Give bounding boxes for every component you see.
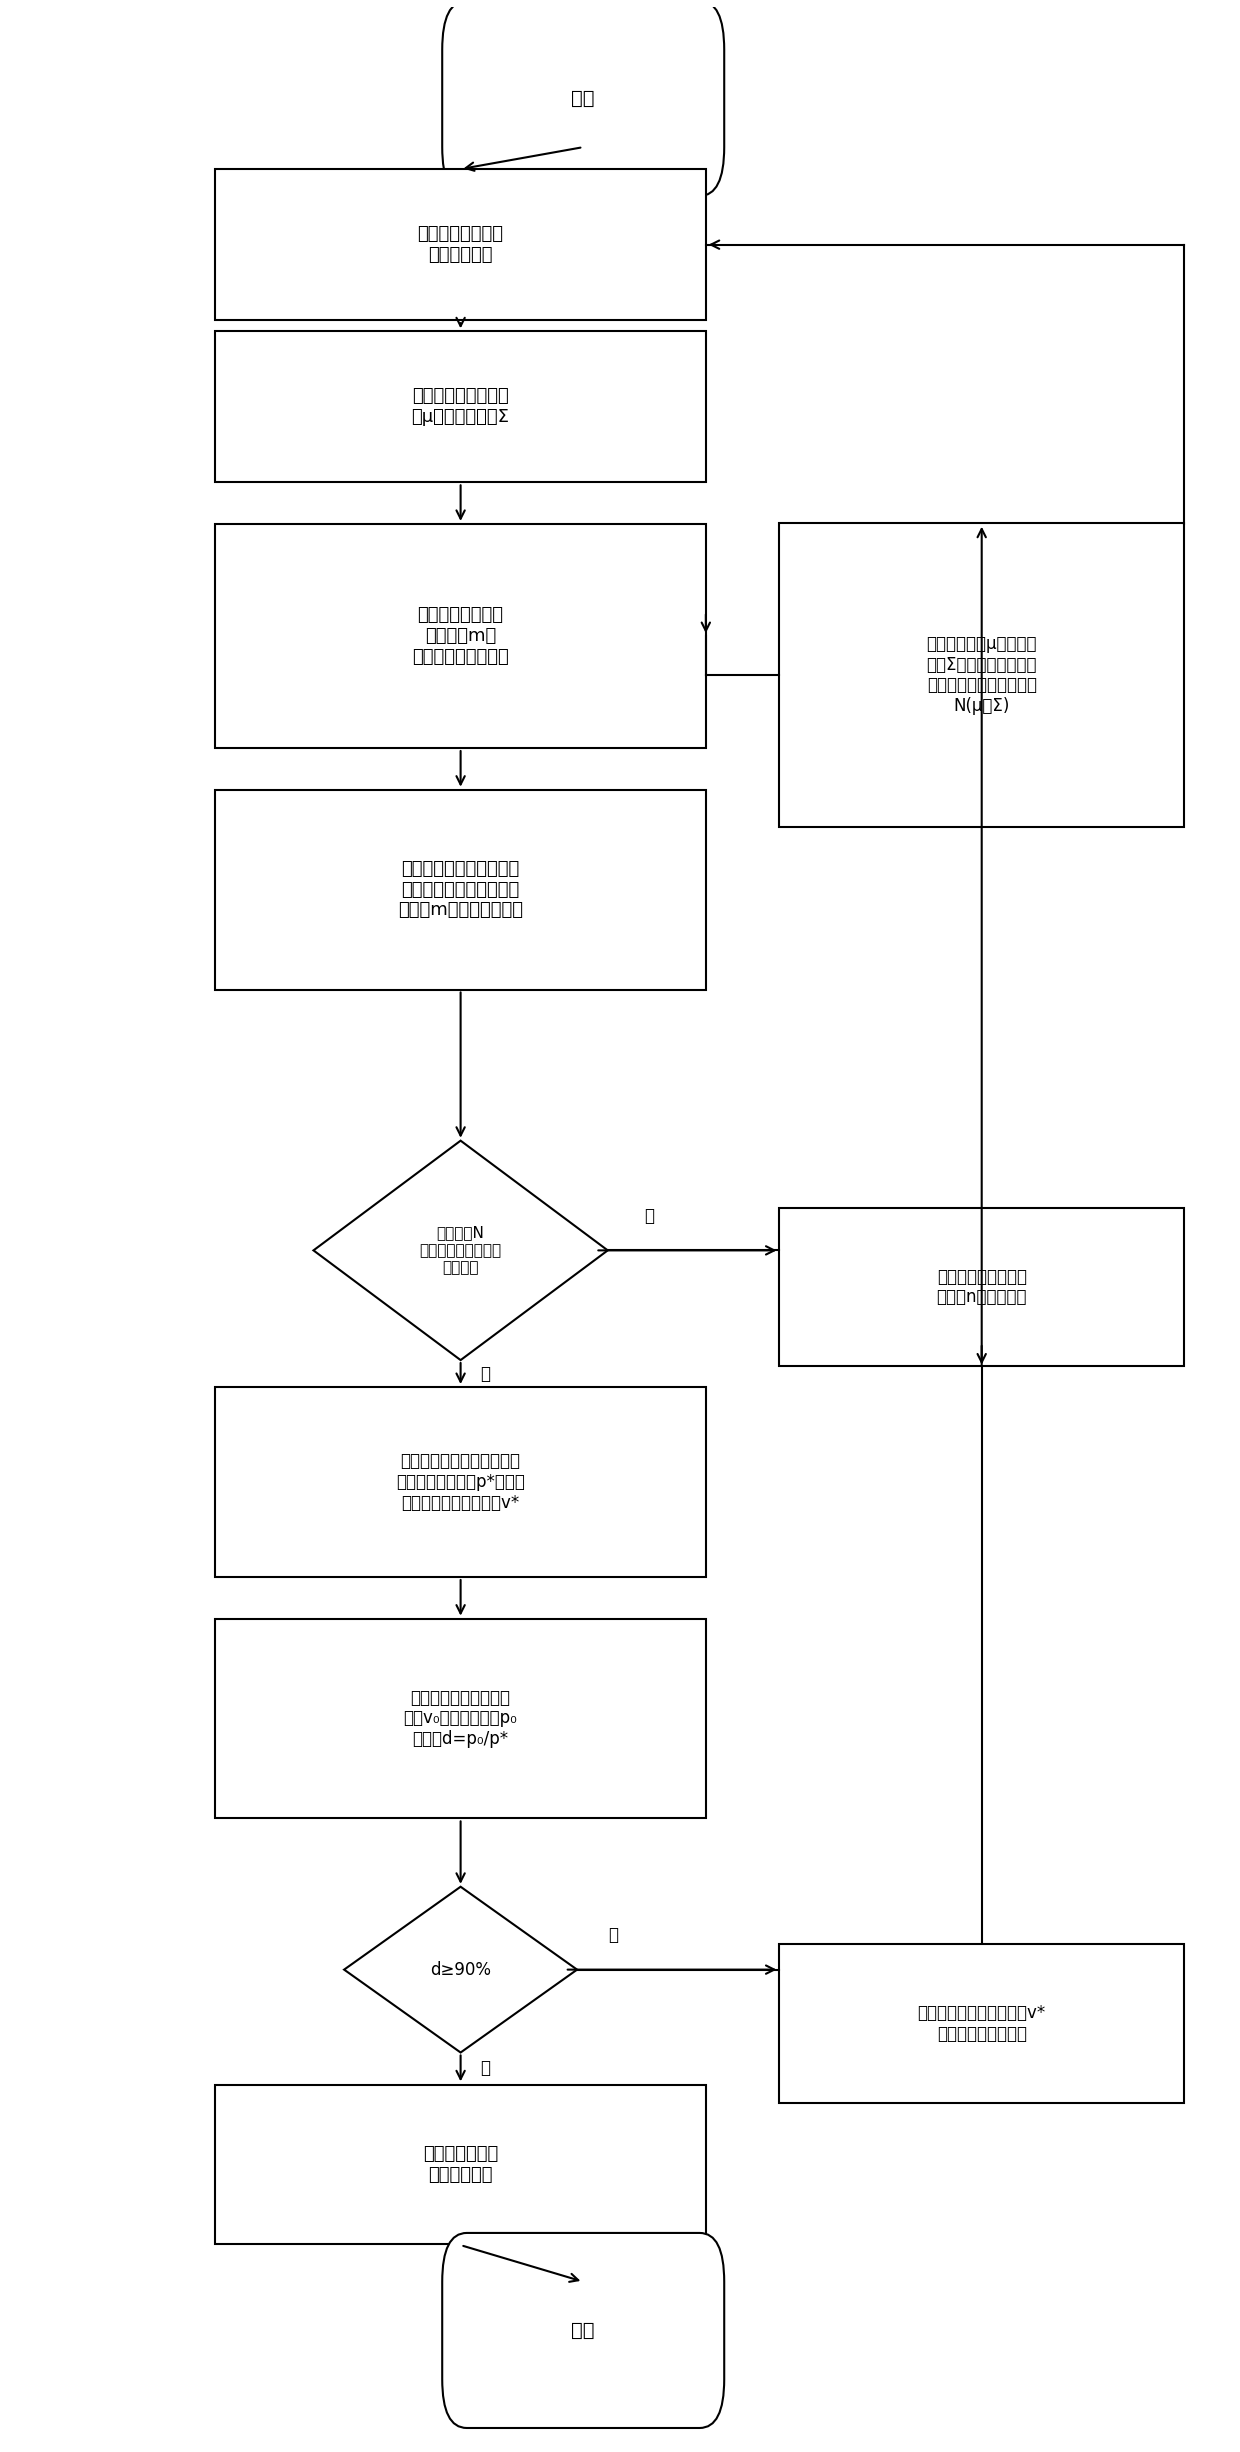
Text: 否: 否 — [645, 1206, 655, 1226]
Bar — [780, 1209, 1184, 1366]
FancyBboxPatch shape — [443, 2234, 724, 2427]
Text: 运动指令生成模块
生成一组m个
运动指令向量采样值: 运动指令生成模块 生成一组m个 运动指令向量采样值 — [412, 606, 508, 667]
Bar — [216, 331, 706, 483]
Text: 将运动指令分别和图片一
起送入抓取效果预测器计
算得到m个可能性预测值: 将运动指令分别和图片一 起送入抓取效果预测器计 算得到m个可能性预测值 — [398, 861, 523, 920]
Bar — [216, 169, 706, 321]
Text: 相机拍摄当前状态
作业场景图片: 相机拍摄当前状态 作业场景图片 — [418, 226, 503, 265]
Text: 否: 否 — [608, 1927, 618, 1944]
Bar — [780, 1944, 1184, 2101]
Text: 取抓取可能性预测值
最大的n组运动指令: 取抓取可能性预测值 最大的n组运动指令 — [936, 1268, 1027, 1307]
Bar — [216, 2087, 706, 2244]
Polygon shape — [314, 1140, 608, 1361]
Text: 是: 是 — [480, 1363, 490, 1383]
Text: 机器人执行最佳运动指令v*
移动手爪到达新位姿: 机器人执行最佳运动指令v* 移动手爪到达新位姿 — [918, 2003, 1045, 2043]
Polygon shape — [345, 1886, 577, 2052]
FancyBboxPatch shape — [443, 0, 724, 196]
Text: 结束: 结束 — [572, 2322, 595, 2339]
Text: 计算均值向量μ和协方差
矩阵Σ并更新运动指令生
成模块中的截断正态分布
N(μ，Σ): 计算均值向量μ和协方差 矩阵Σ并更新运动指令生 成模块中的截断正态分布 N(μ，… — [926, 635, 1037, 716]
Bar — [216, 790, 706, 991]
Text: 计算代表不移动的运动
指令v₀对应的预测值p₀
及比例d=p₀/p*: 计算代表不移动的运动 指令v₀对应的预测值p₀ 及比例d=p₀/p* — [404, 1689, 517, 1748]
Text: 将最后一次迭代抓取可能性
预测值取得最大值p*的运动
指令作为最佳运动指令v*: 将最后一次迭代抓取可能性 预测值取得最大值p*的运动 指令作为最佳运动指令v* — [396, 1452, 525, 1513]
Bar — [216, 525, 706, 748]
Bar — [216, 1618, 706, 1819]
Text: 在当前位姿合上
手爪实施抓取: 在当前位姿合上 手爪实施抓取 — [423, 2146, 498, 2185]
Bar — [780, 522, 1184, 826]
Text: 是: 是 — [480, 2060, 490, 2077]
Text: 生成初始采样均值向
量μ和协方差矩阵Σ: 生成初始采样均值向 量μ和协方差矩阵Σ — [412, 387, 510, 427]
Text: d≥90%: d≥90% — [430, 1962, 491, 1979]
Text: 开始: 开始 — [572, 88, 595, 108]
Bar — [216, 1388, 706, 1577]
Text: 迭代次数N
达到或最大可能性值
超过阈值: 迭代次数N 达到或最大可能性值 超过阈值 — [419, 1226, 502, 1275]
